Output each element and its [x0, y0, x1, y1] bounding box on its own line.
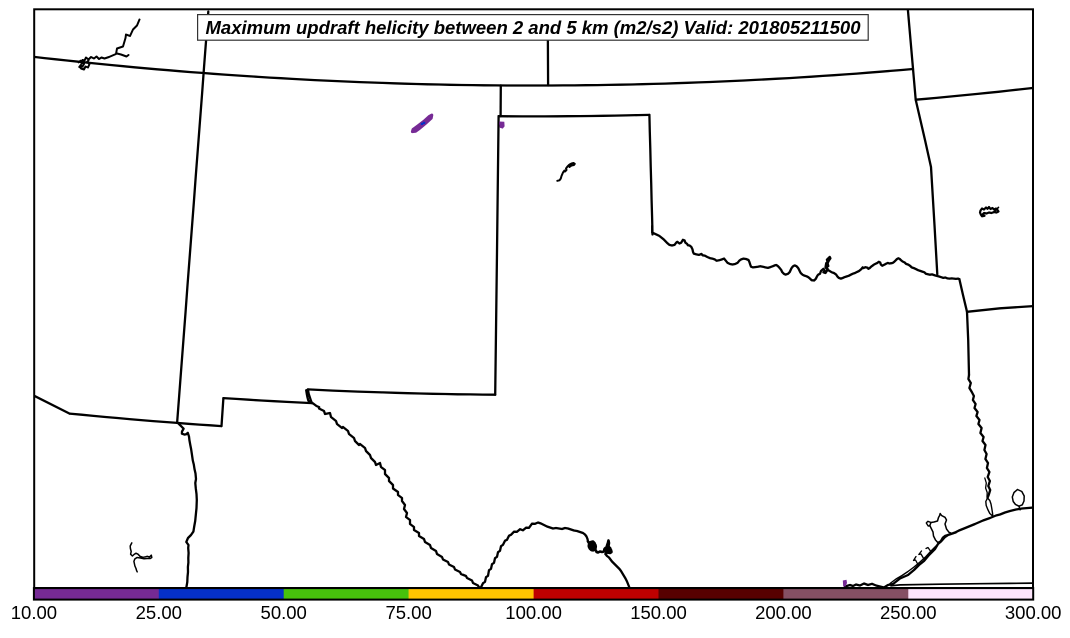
svg-text:300.00: 300.00: [1005, 602, 1062, 623]
svg-text:Maximum updraft helicity betwe: Maximum updraft helicity between 2 and 5…: [206, 17, 862, 38]
svg-text:50.00: 50.00: [261, 602, 307, 623]
svg-text:25.00: 25.00: [136, 602, 182, 623]
svg-text:200.00: 200.00: [755, 602, 812, 623]
svg-text:100.00: 100.00: [505, 602, 562, 623]
svg-text:150.00: 150.00: [630, 602, 687, 623]
svg-text:250.00: 250.00: [880, 602, 937, 623]
svg-text:75.00: 75.00: [385, 602, 431, 623]
svg-text:10.00: 10.00: [11, 602, 57, 623]
